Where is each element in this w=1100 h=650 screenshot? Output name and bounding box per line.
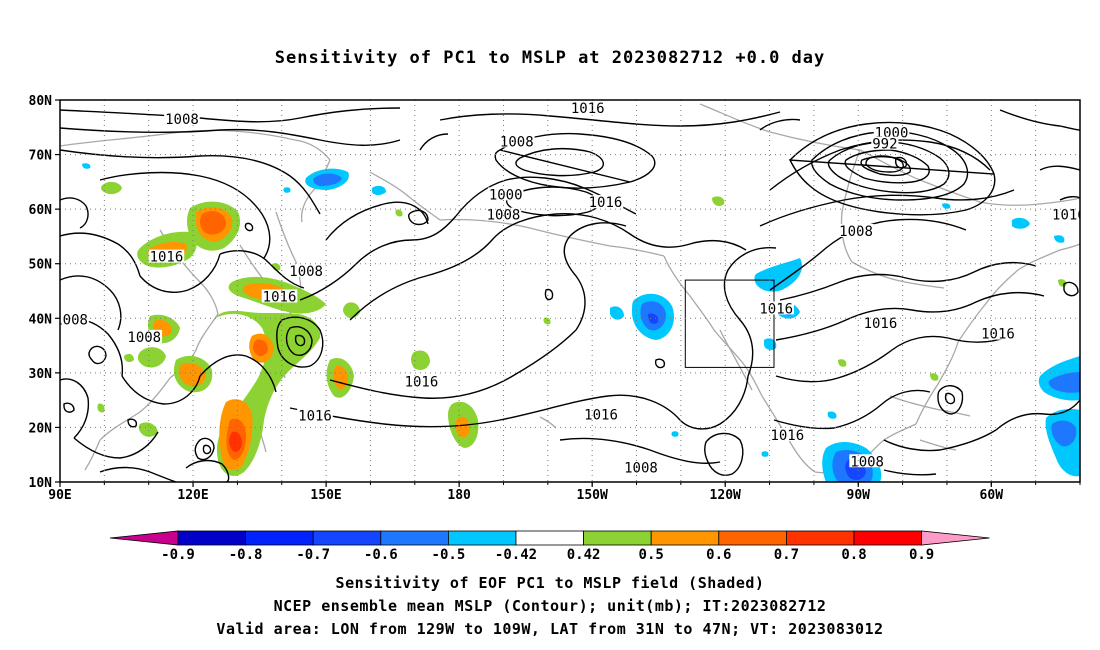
contour-label-bg xyxy=(873,125,910,139)
contour-label: 1016 xyxy=(405,375,439,391)
colorbar-swatch xyxy=(312,530,382,546)
colorbar-swatch xyxy=(245,530,314,546)
contour-label-bg xyxy=(126,329,163,343)
contour-label-bg xyxy=(769,428,806,442)
colorbar-swatch xyxy=(447,530,517,546)
contour-label-bg xyxy=(403,374,440,388)
colorbar-low-triangle xyxy=(109,530,179,546)
contour-label: 992 xyxy=(872,137,897,153)
caption-contour: NCEP ensemble mean MSLP (Contour); unit(… xyxy=(273,597,827,615)
colorbar-label: -0.7 xyxy=(296,547,330,563)
colorbar-swatch xyxy=(583,530,652,546)
contour-label-bg xyxy=(297,408,333,422)
coastlines xyxy=(60,103,1080,474)
colorbar-label: -0.9 xyxy=(161,547,195,563)
lat-tick-label: 10N xyxy=(29,476,53,491)
colorbar-swatch xyxy=(718,530,787,546)
contour-label: 1016 xyxy=(1052,208,1086,224)
contour-label: 1016 xyxy=(770,428,804,444)
contour-label: 1016 xyxy=(589,195,623,211)
lon-tick-label: 150E xyxy=(310,488,341,503)
lat-tick-label: 60N xyxy=(29,203,53,218)
colorbar-swatch xyxy=(853,530,922,546)
colorbar-label: 0.6 xyxy=(706,547,731,563)
colorbar-label: 0.9 xyxy=(909,547,934,563)
contour-label: 1008 xyxy=(127,330,161,346)
contour-label-bg xyxy=(498,134,535,148)
contour-label-bg xyxy=(261,289,298,303)
contour-label-bg xyxy=(487,187,524,201)
contour-label-bg xyxy=(485,207,522,221)
contour-label: 1008 xyxy=(624,460,658,476)
mslp-contours xyxy=(60,107,1080,482)
contour-label: 1016 xyxy=(298,408,332,424)
contour-label-bg xyxy=(838,223,874,237)
colorbar-label: -0.5 xyxy=(432,547,466,563)
contour-label-bg xyxy=(623,460,659,474)
caption-shading: Sensitivity of EOF PC1 to MSLP field (Sh… xyxy=(335,574,765,592)
lon-tick-label: 90E xyxy=(48,488,71,503)
contour-label-bg xyxy=(871,136,899,150)
contour-label: 1008 xyxy=(839,224,873,240)
contour-label: 1016 xyxy=(584,407,618,423)
color-bar: -0.9 -0.8 -0.7 -0.6 -0.5 -0.42 0.42 0.5 0.6 0.7 0.… xyxy=(109,530,990,563)
colorbar-swatch xyxy=(380,530,449,546)
colorbar-label: -0.8 xyxy=(229,547,263,563)
colorbar-label: 0.8 xyxy=(841,547,866,563)
contour-label: 1016 xyxy=(864,316,898,332)
gridlines xyxy=(60,100,1080,482)
lon-tick-label: 180 xyxy=(447,488,471,503)
lat-tick-label: 80N xyxy=(29,94,53,109)
contour-label: 1016 xyxy=(759,301,793,317)
contour-label: 1016 xyxy=(150,250,184,266)
lon-tick-label: 90W xyxy=(847,488,871,503)
lat-tick-label: 40N xyxy=(29,312,53,327)
colorbar-label: 0.5 xyxy=(639,547,664,563)
lon-tick-label: 150W xyxy=(577,488,608,503)
colorbar-swatch xyxy=(177,530,246,546)
lon-tick-label: 120E xyxy=(177,488,208,503)
contour-labels: 1008 1016 1008 1016 1008 1008 1016 1016 1008 1000… xyxy=(54,101,1086,476)
contour-label: 1008 xyxy=(289,264,323,280)
contour-label-bg xyxy=(1051,207,1080,221)
map-frame xyxy=(59,99,1081,483)
contour-label: 1008 xyxy=(500,134,534,150)
colorbar-swatch xyxy=(786,530,855,546)
contour-label-bg xyxy=(288,263,324,277)
contour-label: 1008 xyxy=(165,112,199,128)
colorbar-swatch xyxy=(650,530,720,546)
contour-label-bg xyxy=(587,195,624,209)
colorbar-label: -0.42 xyxy=(495,547,537,563)
contour-label-bg xyxy=(164,112,200,126)
contour-label: 1016 xyxy=(263,289,297,305)
contour-label-bg xyxy=(60,312,89,326)
contour-label-bg xyxy=(758,301,795,315)
valid-area-box xyxy=(684,279,775,368)
contour-label: 1016 xyxy=(571,101,605,117)
lon-tick-label: 60W xyxy=(980,488,1004,503)
colorbar-swatch xyxy=(515,530,584,546)
contour-label-bg xyxy=(569,101,606,115)
contour-label-bg xyxy=(862,316,899,330)
contour-label-bg xyxy=(849,454,885,468)
colorbar-label: -0.6 xyxy=(364,547,398,563)
colorbar-high-triangle xyxy=(921,530,990,546)
colorbar-label: 0.7 xyxy=(774,547,799,563)
caption-valid-area: Valid area: LON from 129W to 109W, LAT f… xyxy=(216,620,884,638)
lon-tick-label: 120W xyxy=(710,488,741,503)
map-title: Sensitivity of PC1 to MSLP at 2023082712… xyxy=(274,48,826,68)
contour-label-bg xyxy=(148,249,185,263)
contour-label: 1008 xyxy=(850,454,884,470)
colorbar-label: 0.42 xyxy=(567,547,601,563)
contour-label: 1008 xyxy=(54,312,88,328)
contour-label: 1000 xyxy=(489,187,523,203)
lat-tick-label: 20N xyxy=(29,421,53,436)
contour-label: 1016 xyxy=(981,327,1015,343)
lat-tick-label: 30N xyxy=(29,367,53,382)
lat-tick-label: 70N xyxy=(29,149,53,164)
contour-label-bg xyxy=(980,326,1016,340)
lat-tick-label: 50N xyxy=(29,258,53,273)
